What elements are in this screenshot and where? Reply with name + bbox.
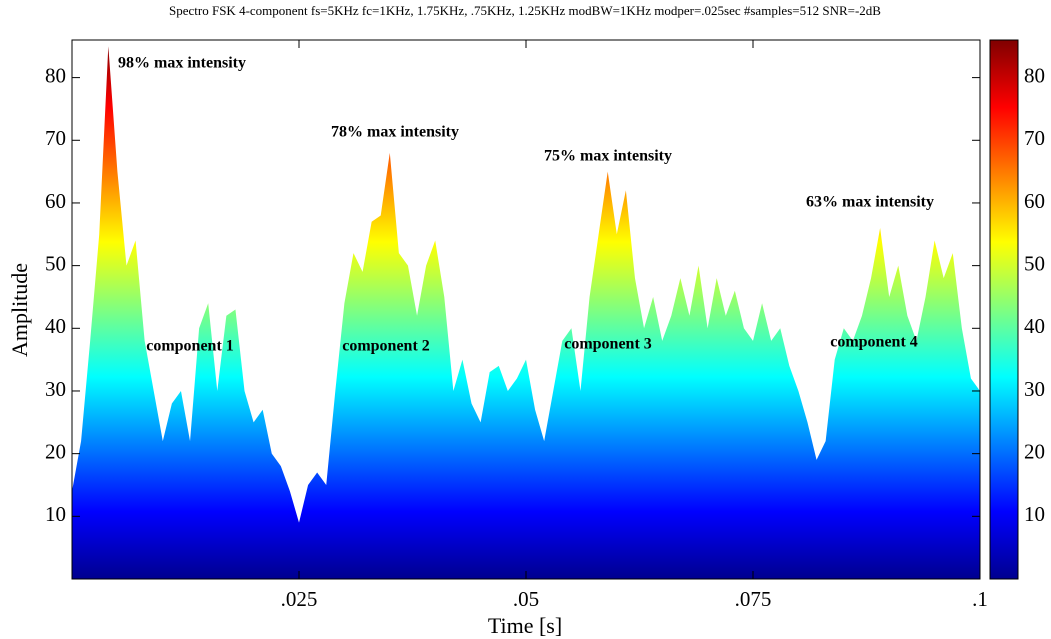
colorbar-tick-label: 70 — [1024, 126, 1045, 150]
colorbar — [989, 39, 1019, 580]
x-tick-label: .025 — [281, 587, 318, 611]
colorbar-tick-label: 10 — [1024, 502, 1045, 526]
x-tick-label: .05 — [513, 587, 539, 611]
annotation: component 1 — [146, 338, 234, 355]
annotation: 75% max intensity — [544, 148, 672, 165]
annotation: component 2 — [342, 338, 430, 355]
chart-title: Spectro FSK 4-component fs=5KHz fc=1KHz,… — [169, 3, 881, 18]
y-tick-label: 10 — [45, 502, 66, 526]
colorbar-tick-label: 20 — [1024, 439, 1045, 463]
x-tick-label: .075 — [735, 587, 772, 611]
y-tick-label: 70 — [45, 126, 66, 150]
x-axis-label: Time [s] — [488, 613, 562, 638]
colorbar-tick-label: 30 — [1024, 377, 1045, 401]
annotation: component 4 — [830, 334, 918, 351]
annotation: 98% max intensity — [118, 55, 246, 72]
y-tick-label: 40 — [45, 314, 66, 338]
x-tick-label: .1 — [972, 587, 988, 611]
y-tick-label: 20 — [45, 439, 66, 463]
colorbar-tick-label: 40 — [1024, 314, 1045, 338]
area — [72, 46, 980, 579]
y-tick-label: 60 — [45, 189, 66, 213]
colorbar-tick-label: 60 — [1024, 189, 1045, 213]
y-tick-label: 50 — [45, 251, 66, 275]
y-tick-label: 80 — [45, 63, 66, 87]
annotation: 78% max intensity — [331, 124, 459, 141]
annotation: 63% max intensity — [806, 194, 934, 211]
colorbar-tick-label: 80 — [1024, 63, 1045, 87]
annotation: component 3 — [564, 336, 652, 353]
y-axis-label: Amplitude — [7, 263, 32, 357]
colorbar-tick-label: 50 — [1024, 251, 1045, 275]
y-tick-label: 30 — [45, 377, 66, 401]
